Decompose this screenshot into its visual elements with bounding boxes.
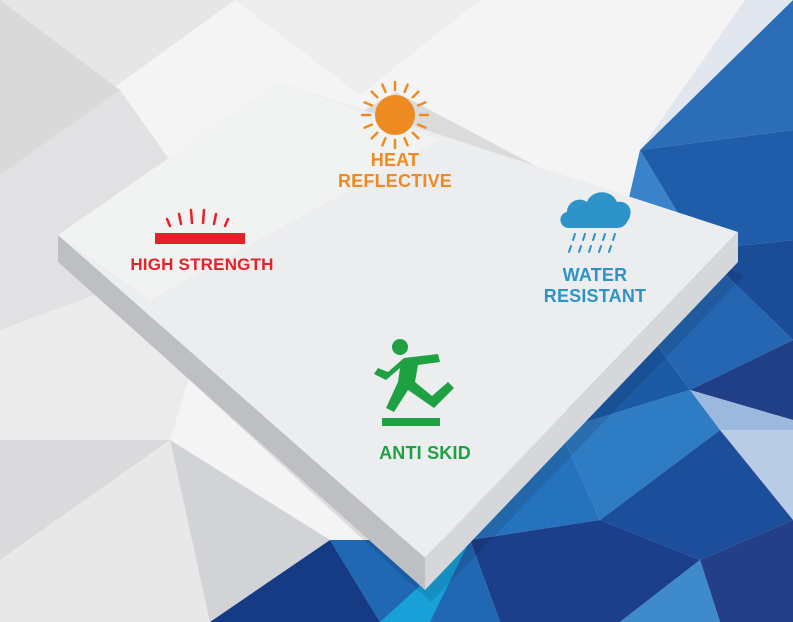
water-resistant-label: WATER RESISTANT <box>520 265 670 307</box>
water-label-line2: RESISTANT <box>543 286 647 306</box>
heat-label-line2: REFLECTIVE <box>337 171 452 191</box>
skid-label-line1: ANTI SKID <box>379 443 471 463</box>
high-strength-icon <box>155 208 245 244</box>
water-label-line1: WATER <box>562 265 628 285</box>
heat-label-line1: HEAT <box>370 150 420 170</box>
anti-skid-label: ANTI SKID <box>350 443 500 464</box>
rain-cloud-icon <box>560 192 631 253</box>
strength-label-line1: HIGH STRENGTH <box>130 255 274 274</box>
sun-icon <box>360 80 430 150</box>
heat-reflective-label: HEAT REFLECTIVE <box>320 150 470 192</box>
high-strength-label: HIGH STRENGTH <box>118 254 286 275</box>
slip-hazard-icon <box>374 339 454 426</box>
